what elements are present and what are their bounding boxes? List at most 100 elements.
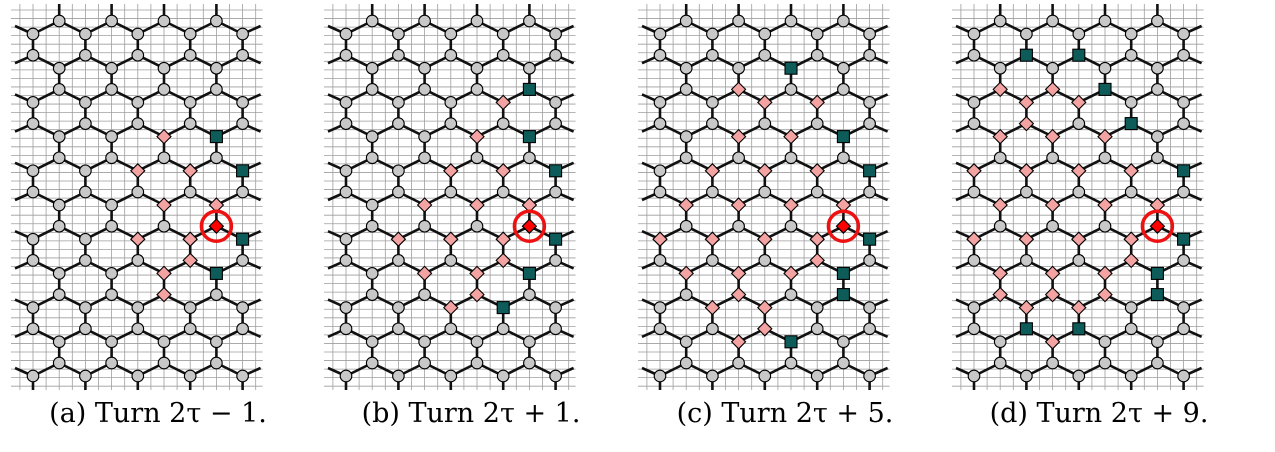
hex-board-d <box>952 4 1204 390</box>
vertex <box>863 96 876 109</box>
vertex <box>863 254 876 267</box>
marked-vertex <box>757 321 773 337</box>
cop-marker <box>1150 288 1164 302</box>
robber-circle <box>826 209 861 243</box>
vertex <box>679 335 693 349</box>
vertex <box>758 117 772 130</box>
vertex <box>79 232 92 246</box>
vertex <box>1072 117 1086 130</box>
vertex <box>418 83 431 96</box>
vertex <box>653 322 667 336</box>
vertex <box>653 27 667 41</box>
vertex <box>52 83 66 96</box>
vertex <box>837 61 850 75</box>
hex-board-c <box>638 4 890 390</box>
vertex <box>470 219 484 233</box>
cop-marker <box>1177 164 1191 178</box>
marked-vertex <box>1097 286 1113 303</box>
vertex <box>1177 185 1190 199</box>
vertex <box>157 83 171 96</box>
vertex <box>1098 14 1112 28</box>
vertex <box>392 369 405 383</box>
vertex <box>967 48 981 62</box>
vertex <box>1072 254 1086 267</box>
marked-vertex <box>156 197 172 213</box>
vertex <box>79 96 92 109</box>
vertex <box>444 117 458 130</box>
vertex <box>26 164 40 178</box>
robber-circle <box>512 209 547 243</box>
vertex <box>863 301 876 314</box>
vertex <box>131 27 145 41</box>
vertex <box>758 48 772 62</box>
vertex <box>79 185 92 199</box>
cop-marker <box>784 335 798 349</box>
cop-marker <box>836 266 850 280</box>
vertex <box>1098 356 1112 370</box>
marked-vertex <box>1018 299 1035 316</box>
vertices <box>339 14 563 383</box>
vertex <box>967 369 981 383</box>
cop-marker <box>549 164 563 178</box>
vertex <box>236 301 249 314</box>
vertex <box>418 288 431 301</box>
vertex <box>679 288 693 301</box>
vertex <box>967 117 981 130</box>
marked-vertex <box>966 163 982 179</box>
vertex <box>679 151 693 165</box>
marked-vertex <box>757 299 773 316</box>
marked-vertex <box>783 128 799 145</box>
vertex <box>131 254 145 267</box>
vertex <box>52 335 66 349</box>
caption-a: (a) Turn 2τ − 1. <box>49 398 267 429</box>
vertex <box>837 356 850 370</box>
marked-vertex <box>469 197 485 213</box>
vertex <box>706 322 719 336</box>
vertex <box>993 14 1007 28</box>
vertex <box>679 14 693 28</box>
vertex <box>183 322 197 336</box>
vertex <box>52 130 66 143</box>
vertex <box>549 369 562 383</box>
marked-vertex <box>182 163 198 179</box>
vertex <box>210 14 223 28</box>
vertices <box>26 14 250 383</box>
vertex <box>105 151 118 165</box>
vertex <box>1151 151 1164 165</box>
marked-vertex <box>678 265 694 282</box>
marked-vertex <box>1018 115 1035 132</box>
marked-vertex <box>809 252 825 269</box>
vertex <box>549 254 562 267</box>
vertex <box>810 117 824 130</box>
vertex <box>52 267 66 280</box>
vertex <box>392 185 405 199</box>
vertex <box>1151 61 1164 75</box>
vertex <box>1177 48 1190 62</box>
panel-d: (d) Turn 2τ + 9. <box>949 0 1249 452</box>
vertex <box>236 48 249 62</box>
caption-b: (b) Turn 2τ + 1. <box>361 398 581 429</box>
cop-marker <box>522 266 536 280</box>
vertex <box>418 335 431 349</box>
vertex <box>131 96 145 109</box>
vertex <box>784 356 798 370</box>
marked-vertex <box>1018 163 1035 179</box>
vertex <box>653 369 667 383</box>
vertex <box>732 61 745 75</box>
marked-vertex <box>390 231 407 247</box>
vertex <box>1151 14 1164 28</box>
vertex <box>365 288 379 301</box>
vertex <box>1177 117 1190 130</box>
vertex <box>523 14 536 28</box>
vertex <box>784 288 798 301</box>
vertex <box>339 48 353 62</box>
vertex <box>26 301 40 314</box>
vertex <box>365 267 379 280</box>
marked-vertex <box>992 128 1008 145</box>
vertex <box>392 48 405 62</box>
vertex <box>131 185 145 199</box>
vertex <box>549 27 562 41</box>
vertex <box>863 185 876 199</box>
vertex <box>418 130 431 143</box>
vertex <box>183 117 197 130</box>
